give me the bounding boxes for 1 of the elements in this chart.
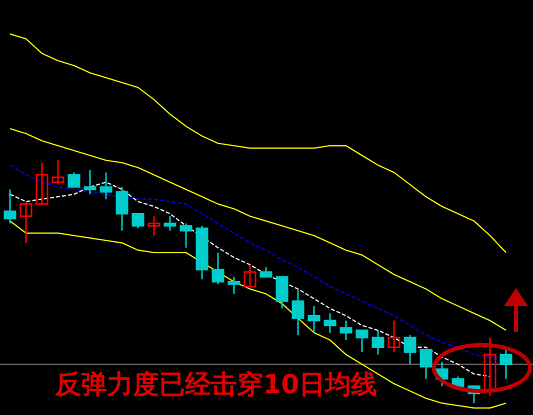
annotation: 反弹力度已经击穿10日均线 xyxy=(55,370,378,400)
